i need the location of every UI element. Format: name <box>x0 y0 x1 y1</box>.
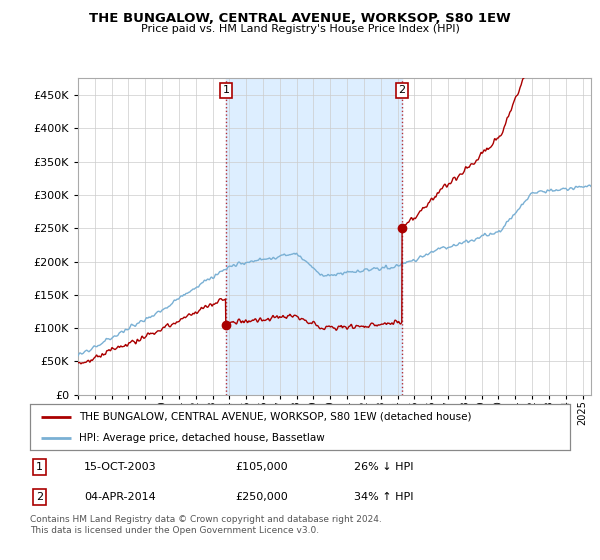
Text: 15-OCT-2003: 15-OCT-2003 <box>84 462 157 472</box>
Text: 04-APR-2014: 04-APR-2014 <box>84 492 156 502</box>
Text: 2: 2 <box>398 85 406 95</box>
Text: Price paid vs. HM Land Registry's House Price Index (HPI): Price paid vs. HM Land Registry's House … <box>140 24 460 34</box>
Text: THE BUNGALOW, CENTRAL AVENUE, WORKSOP, S80 1EW: THE BUNGALOW, CENTRAL AVENUE, WORKSOP, S… <box>89 12 511 25</box>
Bar <box>226 78 402 395</box>
Text: £250,000: £250,000 <box>235 492 288 502</box>
Text: 1: 1 <box>36 462 43 472</box>
Text: THE BUNGALOW, CENTRAL AVENUE, WORKSOP, S80 1EW (detached house): THE BUNGALOW, CENTRAL AVENUE, WORKSOP, S… <box>79 412 471 422</box>
Text: HPI: Average price, detached house, Bassetlaw: HPI: Average price, detached house, Bass… <box>79 433 325 443</box>
Text: 1: 1 <box>223 85 229 95</box>
Text: 2: 2 <box>36 492 43 502</box>
Text: Contains HM Land Registry data © Crown copyright and database right 2024.
This d: Contains HM Land Registry data © Crown c… <box>30 515 382 535</box>
Text: 26% ↓ HPI: 26% ↓ HPI <box>354 462 413 472</box>
Text: £105,000: £105,000 <box>235 462 288 472</box>
Text: 34% ↑ HPI: 34% ↑ HPI <box>354 492 413 502</box>
